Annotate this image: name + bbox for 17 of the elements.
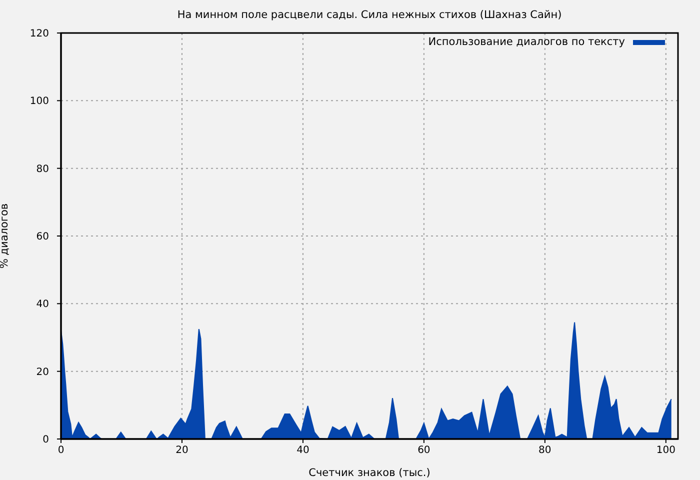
x-tick-label: 40: [296, 445, 310, 456]
y-tick-label: 40: [36, 299, 49, 310]
y-tick-label: 100: [30, 96, 49, 108]
x-tick-label: 60: [418, 445, 430, 456]
x-tick-label: 80: [538, 445, 552, 456]
y-axis-title: % диалогов: [0, 203, 11, 269]
y-tick-label: 80: [36, 164, 49, 175]
y-tick-label: 60: [36, 232, 49, 243]
x-axis-title: Счетчик знаков (тыс.): [308, 467, 430, 479]
y-tick-label: 120: [30, 28, 49, 40]
y-tick-label: 0: [42, 434, 49, 446]
x-tick-label: 0: [58, 445, 64, 456]
x-tick-label: 100: [656, 445, 676, 456]
legend-label: Использование диалогов по тексту: [428, 36, 625, 48]
x-tick-label: 20: [176, 445, 188, 456]
chart-title: На минном поле расцвели сады. Сила нежных стихов (Шахназ Сайн): [176, 9, 563, 21]
y-tick-label: 20: [36, 366, 49, 378]
